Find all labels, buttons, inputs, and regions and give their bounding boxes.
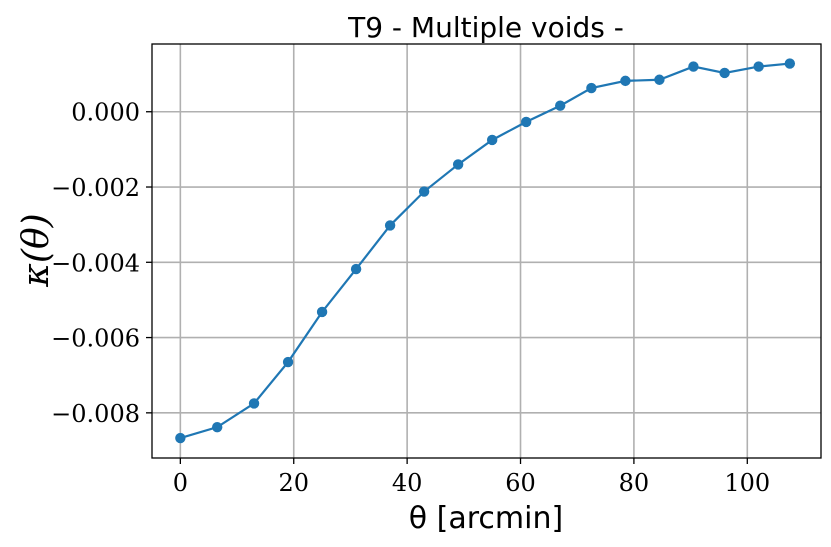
y-tick-label: −0.008	[51, 400, 140, 428]
x-tick-label: 20	[278, 469, 309, 497]
data-point	[654, 74, 665, 85]
data-point	[784, 58, 796, 69]
data-point	[175, 432, 186, 444]
data-point	[486, 134, 498, 146]
data-point	[555, 100, 566, 111]
plot-frame	[151, 43, 822, 459]
y-axis-label: κ(θ)	[16, 213, 57, 287]
data-point	[282, 356, 294, 368]
data-point	[211, 421, 223, 433]
chart-title: T9 - Multiple voids -	[347, 11, 624, 44]
x-tick-label: 100	[724, 469, 770, 497]
data-point	[719, 67, 730, 79]
data-point	[316, 306, 328, 318]
data-point	[248, 398, 260, 409]
series-line	[180, 62, 790, 440]
x-axis-label: θ [arcmin]	[409, 501, 563, 536]
data-point	[452, 159, 464, 170]
data-point	[586, 82, 597, 94]
data-point	[350, 263, 362, 275]
data-point	[753, 61, 764, 72]
series-layer	[175, 58, 796, 444]
x-tick-label: 80	[619, 469, 650, 497]
data-point	[620, 75, 631, 87]
x-tick-label: 0	[173, 469, 188, 497]
data-point	[688, 61, 699, 72]
y-tick-label: 0.000	[71, 99, 140, 127]
x-tick-label: 60	[505, 469, 536, 497]
y-tick-label: −0.006	[51, 325, 140, 353]
grid-layer	[152, 44, 821, 458]
y-tick-label: −0.004	[51, 249, 140, 277]
data-point	[520, 116, 532, 128]
ticks-layer: 0 20 40 60 80 100 0.000 −0.002 −0.004 −0.006 −0.00…	[51, 99, 770, 497]
x-tick-label: 40	[392, 469, 423, 497]
data-point	[418, 186, 430, 197]
y-tick-label: −0.002	[51, 174, 140, 202]
data-point	[384, 220, 396, 231]
